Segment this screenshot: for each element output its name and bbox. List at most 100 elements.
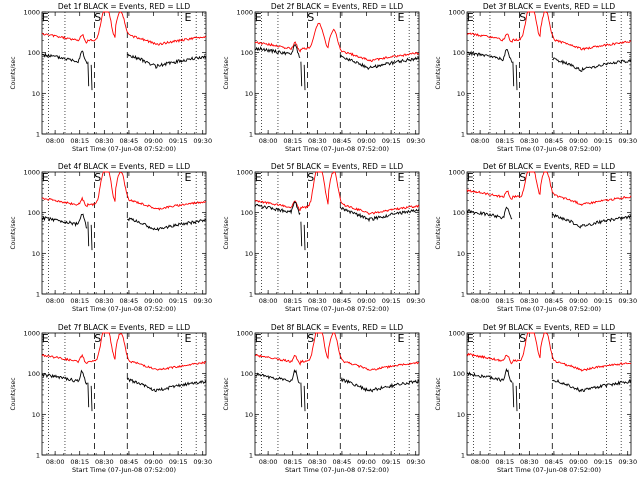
y-tick-label: 1000 <box>23 9 40 17</box>
x-axis-label: Start Time (07-Jun-08 07:52:00) <box>285 466 389 474</box>
y-tick-label: 10 <box>457 411 465 419</box>
marker-label-s: S <box>519 171 526 184</box>
x-tick-label: 09:15 <box>169 137 188 145</box>
events-series-line <box>255 369 420 412</box>
lld-series-line <box>254 171 420 216</box>
x-tick-label: 08:00 <box>46 137 65 145</box>
plot-frame <box>41 332 207 456</box>
events-series-line <box>466 49 632 91</box>
x-tick-label: 08:30 <box>95 458 114 466</box>
marker-label-s: S <box>307 11 314 24</box>
y-tick-label: 1 <box>249 452 253 460</box>
marker-label-s: S <box>307 332 314 345</box>
lld-series-line <box>41 332 207 371</box>
y-axis-label: Counts/sec <box>223 216 230 249</box>
x-tick-label: 08:15 <box>70 458 89 466</box>
y-tick-label: 1000 <box>236 9 253 17</box>
panel-det-6: Det 6f BLACK = Events, RED = LLD 1 10 100 10… <box>435 162 637 313</box>
x-tick-label: 09:30 <box>618 297 637 305</box>
x-tick-label: 08:45 <box>545 297 564 305</box>
x-tick-label: 09:30 <box>406 297 425 305</box>
events-series-line <box>41 213 207 251</box>
y-tick-label: 10 <box>245 90 253 98</box>
y-tick-label: 100 <box>28 209 40 217</box>
x-tick-label: 08:15 <box>495 458 514 466</box>
plot-frame <box>466 171 632 295</box>
x-tick-label: 08:45 <box>333 297 352 305</box>
lld-series-line <box>466 11 631 51</box>
y-tick-label: 1 <box>461 131 465 139</box>
x-tick-label: 08:15 <box>70 137 89 145</box>
y-tick-label: 1 <box>36 452 40 460</box>
panel-title: Det 5f BLACK = Events, RED = LLD <box>271 162 404 171</box>
panel-title: Det 6f BLACK = Events, RED = LLD <box>483 162 616 171</box>
plot-frame <box>466 332 632 456</box>
y-tick-label: 10 <box>32 411 40 419</box>
marker-label-e: E <box>467 171 474 184</box>
marker-label-s: S <box>519 332 526 345</box>
x-axis-label: Start Time (07-Jun-08 07:52:00) <box>497 305 601 313</box>
x-tick-label: 09:30 <box>193 297 212 305</box>
plot-frame <box>41 171 207 295</box>
x-tick-label: 09:30 <box>193 137 212 145</box>
x-axis-label: Start Time (07-Jun-08 07:52:00) <box>285 145 389 153</box>
x-tick-label: 08:15 <box>283 297 302 305</box>
marker-label-e: E <box>184 11 191 24</box>
x-tick-label: 08:30 <box>520 458 539 466</box>
panel-det-4: Det 4f BLACK = Events, RED = LLD 1 10 100 10… <box>10 162 212 313</box>
events-series-line <box>466 206 632 229</box>
x-axis-label: Start Time (07-Jun-08 07:52:00) <box>497 466 601 474</box>
y-axis-label: Counts/sec <box>223 377 230 410</box>
marker-label-e: E <box>42 332 49 345</box>
x-tick-label: 09:30 <box>193 458 212 466</box>
marker-label-e: E <box>184 171 191 184</box>
y-tick-label: 10 <box>245 250 253 258</box>
y-tick-label: 100 <box>28 49 40 57</box>
marker-label-e: E <box>255 11 262 24</box>
x-tick-label: 08:15 <box>283 458 302 466</box>
marker-label-e: E <box>397 332 404 345</box>
plot-frame <box>254 11 420 135</box>
marker-label-s: S <box>94 171 101 184</box>
y-tick-label: 1 <box>36 131 40 139</box>
y-tick-label: 100 <box>241 370 253 378</box>
x-tick-label: 08:30 <box>308 137 327 145</box>
x-tick-label: 09:30 <box>618 137 637 145</box>
y-tick-label: 10 <box>457 250 465 258</box>
x-tick-label: 08:45 <box>120 297 139 305</box>
y-tick-label: 100 <box>453 49 465 57</box>
events-series-line <box>254 201 420 251</box>
x-tick-label: 09:00 <box>569 137 588 145</box>
x-tick-label: 08:30 <box>308 297 327 305</box>
marker-label-e: E <box>397 11 404 24</box>
marker-label-e: E <box>255 332 262 345</box>
x-tick-label: 08:00 <box>259 458 278 466</box>
y-tick-label: 10 <box>32 90 40 98</box>
y-tick-label: 10 <box>457 90 465 98</box>
x-tick-label: 09:15 <box>169 458 188 466</box>
lld-series-line <box>466 332 632 372</box>
y-tick-label: 100 <box>453 370 465 378</box>
y-tick-label: 1000 <box>448 330 465 338</box>
panel-det-8: Det 8f BLACK = Events, RED = LLD 1 10 100 10… <box>223 323 425 474</box>
y-axis-label: Counts/sec <box>435 377 442 410</box>
x-tick-label: 09:15 <box>594 458 613 466</box>
x-tick-label: 08:30 <box>95 297 114 305</box>
marker-label-s: S <box>94 11 101 24</box>
x-tick-label: 08:15 <box>495 297 514 305</box>
x-axis-label: Start Time (07-Jun-08 07:52:00) <box>72 145 176 153</box>
marker-label-e: E <box>467 11 474 24</box>
x-tick-label: 08:15 <box>70 297 89 305</box>
lld-series-line <box>41 11 207 46</box>
events-series-line <box>41 369 207 412</box>
y-tick-label: 100 <box>28 370 40 378</box>
y-tick-label: 1 <box>461 291 465 299</box>
x-tick-label: 09:00 <box>357 297 376 305</box>
events-series-line <box>254 44 420 91</box>
x-tick-label: 09:00 <box>144 297 163 305</box>
y-tick-label: 1000 <box>448 9 465 17</box>
x-tick-label: 08:45 <box>545 137 564 145</box>
x-tick-label: 08:45 <box>120 458 139 466</box>
x-axis-label: Start Time (07-Jun-08 07:52:00) <box>285 305 389 313</box>
x-tick-label: 08:00 <box>46 297 65 305</box>
